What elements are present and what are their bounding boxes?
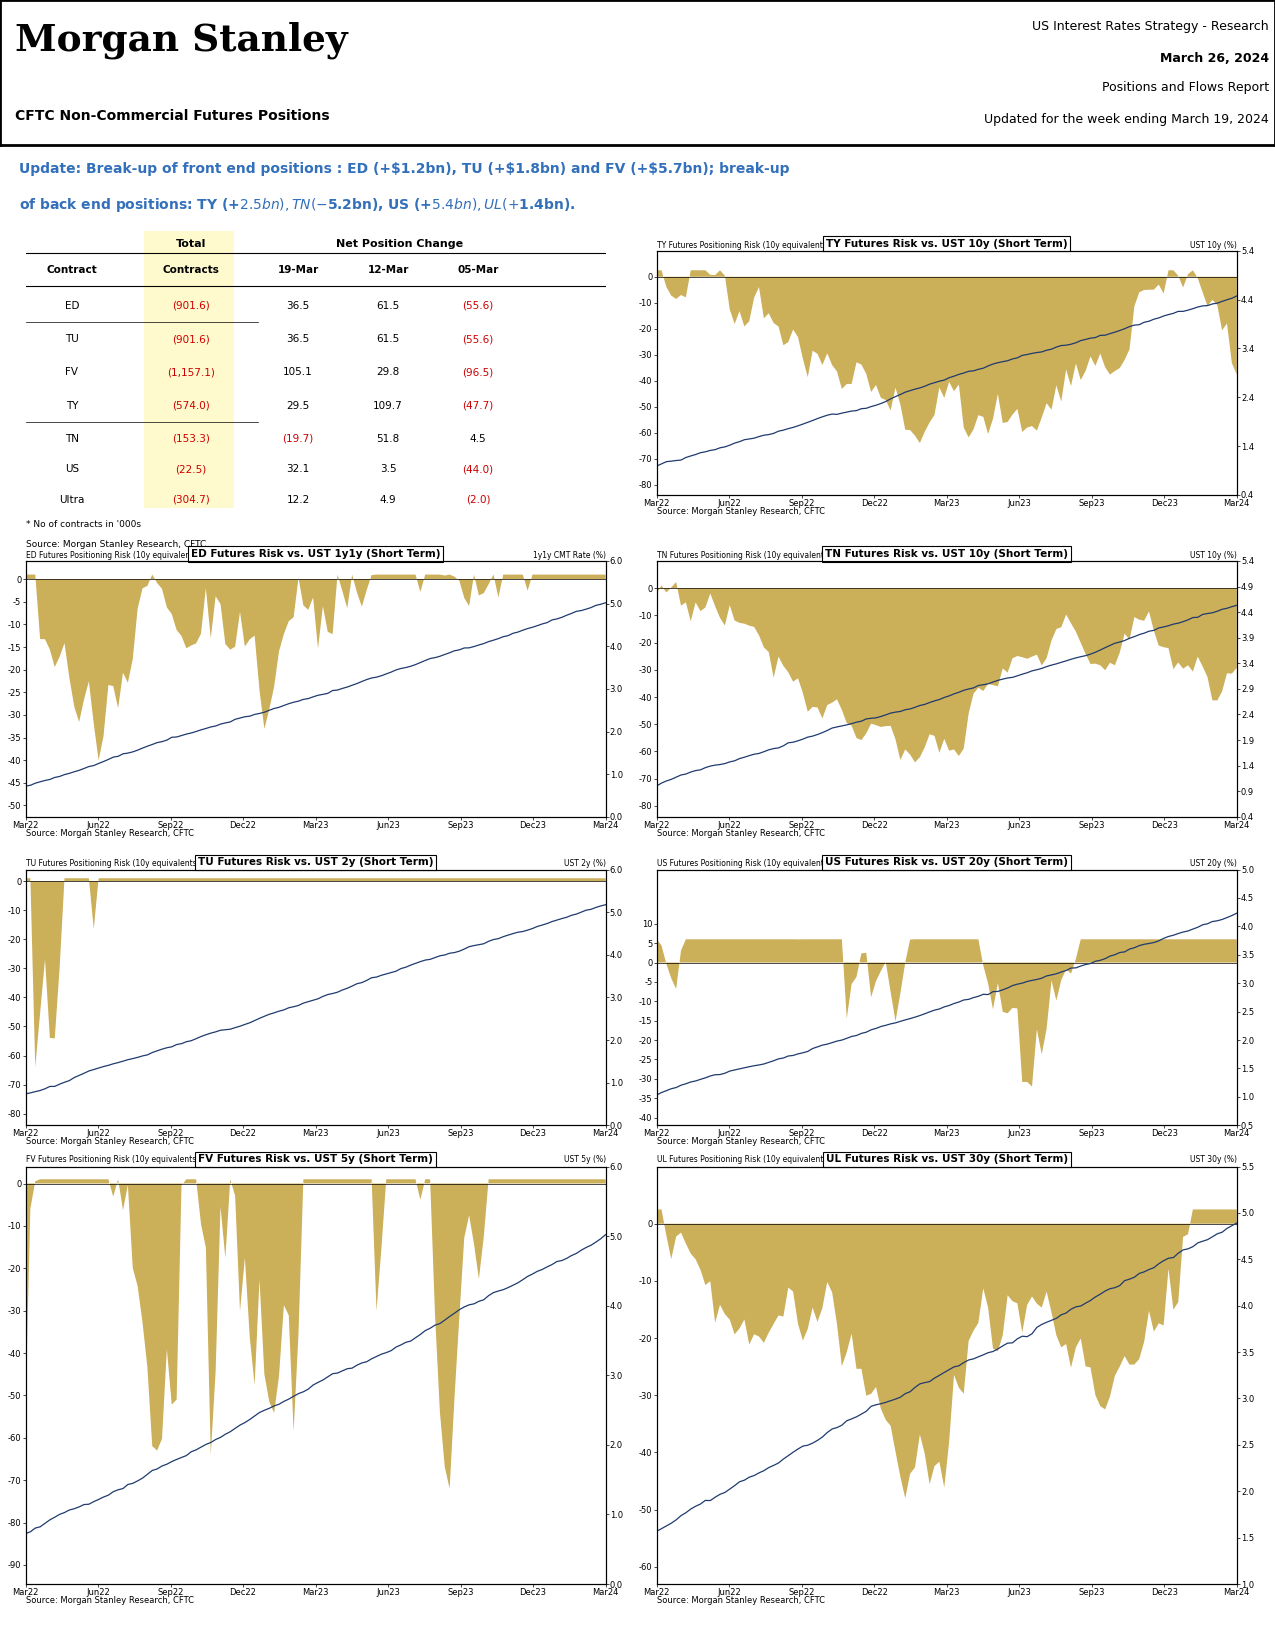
Bar [144,231,235,508]
Text: US Interest Rates Strategy - Research: US Interest Rates Strategy - Research [1031,20,1269,33]
Text: Positions and Flows Report: Positions and Flows Report [1102,81,1269,94]
Text: US: US [65,464,79,475]
Text: March 26, 2024: March 26, 2024 [1159,51,1269,64]
Text: Contract: Contract [46,264,97,276]
Text: (44.0): (44.0) [463,464,493,475]
Text: (47.7): (47.7) [463,401,493,411]
Text: Source: Morgan Stanley Research, CFTC: Source: Morgan Stanley Research, CFTC [657,828,825,838]
Text: Update: Break-up of front end positions : ED (+$1.2bn), TU (+$1.8bn) and FV (+$5: Update: Break-up of front end positions … [19,162,789,177]
Text: (22.5): (22.5) [175,464,207,475]
Text: (55.6): (55.6) [463,333,493,345]
Text: 32.1: 32.1 [287,464,310,475]
Text: (96.5): (96.5) [463,368,493,378]
Text: (55.6): (55.6) [463,300,493,310]
Text: 36.5: 36.5 [287,333,310,345]
Text: Ultra: Ultra [59,495,84,505]
Text: TN Futures Positioning Risk (10y equivalents $bn): TN Futures Positioning Risk (10y equival… [657,551,848,559]
Text: (153.3): (153.3) [172,434,210,444]
Text: 61.5: 61.5 [376,300,399,310]
Text: US Futures Positioning Risk (10y equivalents $bn): US Futures Positioning Risk (10y equival… [657,860,848,868]
Text: 1y1y CMT Rate (%): 1y1y CMT Rate (%) [533,551,606,559]
Text: (901.6): (901.6) [172,333,209,345]
Text: Source: Morgan Stanley Research, CFTC: Source: Morgan Stanley Research, CFTC [657,1596,825,1605]
Text: (304.7): (304.7) [172,495,209,505]
Text: Source: Morgan Stanley Research, CFTC: Source: Morgan Stanley Research, CFTC [26,540,205,549]
Text: Source: Morgan Stanley Research, CFTC: Source: Morgan Stanley Research, CFTC [26,828,194,838]
Text: 19-Mar: 19-Mar [278,264,319,276]
Text: Updated for the week ending March 19, 2024: Updated for the week ending March 19, 20… [984,112,1269,125]
Text: Total: Total [176,239,207,249]
Text: UST 20y (%): UST 20y (%) [1190,860,1237,868]
Text: 51.8: 51.8 [376,434,399,444]
Title: TU Futures Risk vs. UST 2y (Short Term): TU Futures Risk vs. UST 2y (Short Term) [198,858,434,868]
Text: 61.5: 61.5 [376,333,399,345]
Text: * No of contracts in '000s: * No of contracts in '000s [26,520,140,530]
Text: TU Futures Positioning Risk (10y equivalents $bn): TU Futures Positioning Risk (10y equival… [26,860,217,868]
Text: 109.7: 109.7 [374,401,403,411]
Text: (574.0): (574.0) [172,401,209,411]
Text: FV: FV [65,368,78,378]
Text: Morgan Stanley: Morgan Stanley [15,21,348,59]
Text: Net Position Change: Net Position Change [337,239,463,249]
Text: (2.0): (2.0) [465,495,491,505]
Text: UST 30y (%): UST 30y (%) [1190,1155,1237,1165]
Text: Source: Morgan Stanley Research, CFTC: Source: Morgan Stanley Research, CFTC [26,1137,194,1147]
Text: TN: TN [65,434,79,444]
Text: 4.9: 4.9 [380,495,397,505]
Title: US Futures Risk vs. UST 20y (Short Term): US Futures Risk vs. UST 20y (Short Term) [825,858,1068,868]
Text: FV Futures Positioning Risk (10y equivalents $bn): FV Futures Positioning Risk (10y equival… [26,1155,215,1165]
Text: CFTC Non-Commercial Futures Positions: CFTC Non-Commercial Futures Positions [15,109,330,124]
Text: UST 10y (%): UST 10y (%) [1190,241,1237,249]
Text: ED Futures Positioning Risk (10y equivalents $bn): ED Futures Positioning Risk (10y equival… [26,551,217,559]
Title: FV Futures Risk vs. UST 5y (Short Term): FV Futures Risk vs. UST 5y (Short Term) [198,1155,434,1165]
Text: 12-Mar: 12-Mar [367,264,409,276]
Text: Source: Morgan Stanley Research, CFTC: Source: Morgan Stanley Research, CFTC [657,507,825,516]
Text: TU: TU [65,333,79,345]
Text: 36.5: 36.5 [287,300,310,310]
Text: (901.6): (901.6) [172,300,209,310]
Text: 4.5: 4.5 [469,434,486,444]
Title: TN Futures Risk vs. UST 10y (Short Term): TN Futures Risk vs. UST 10y (Short Term) [825,549,1068,559]
Title: UL Futures Risk vs. UST 30y (Short Term): UL Futures Risk vs. UST 30y (Short Term) [826,1155,1067,1165]
Text: Source: Morgan Stanley Research, CFTC: Source: Morgan Stanley Research, CFTC [657,1137,825,1147]
Text: 105.1: 105.1 [283,368,314,378]
Text: UST 5y (%): UST 5y (%) [564,1155,606,1165]
Text: UL Futures Positioning Risk (10y equivalents $bn): UL Futures Positioning Risk (10y equival… [657,1155,847,1165]
Text: UST 2y (%): UST 2y (%) [564,860,606,868]
Text: 29.8: 29.8 [376,368,399,378]
Text: Contracts: Contracts [162,264,219,276]
Title: ED Futures Risk vs. UST 1y1y (Short Term): ED Futures Risk vs. UST 1y1y (Short Term… [191,549,440,559]
Title: TY Futures Risk vs. UST 10y (Short Term): TY Futures Risk vs. UST 10y (Short Term) [826,239,1067,249]
Text: ED: ED [65,300,79,310]
Text: 12.2: 12.2 [287,495,310,505]
Text: 29.5: 29.5 [287,401,310,411]
Text: TY Futures Positioning Risk (10y equivalents $bn): TY Futures Positioning Risk (10y equival… [657,241,847,249]
Text: 05-Mar: 05-Mar [458,264,499,276]
Text: TY: TY [65,401,78,411]
Text: Source: Morgan Stanley Research, CFTC: Source: Morgan Stanley Research, CFTC [26,1596,194,1605]
Text: (1,157.1): (1,157.1) [167,368,214,378]
Text: 3.5: 3.5 [380,464,397,475]
Text: of back end positions: TY (+$2.5bn), TN (-$5.2bn), US (+$5.4bn), UL (+$1.4bn).: of back end positions: TY (+$2.5bn), TN … [19,196,575,214]
Text: UST 10y (%): UST 10y (%) [1190,551,1237,559]
Text: (19.7): (19.7) [283,434,314,444]
